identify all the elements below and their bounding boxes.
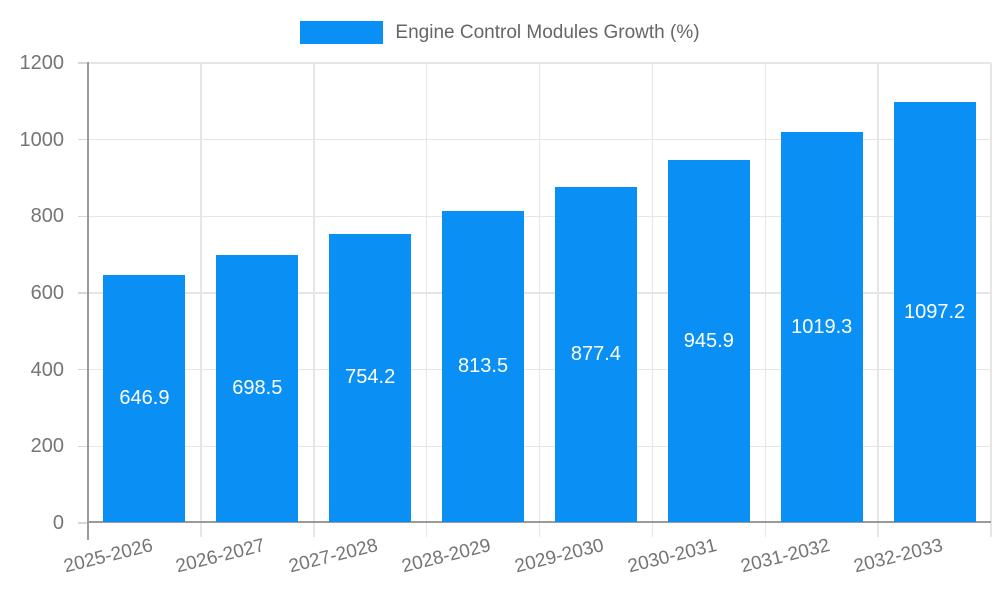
legend-swatch[interactable] [300, 20, 384, 44]
x-tick-label: 2028-2029 [399, 535, 494, 578]
y-axis-tick [78, 215, 88, 218]
x-tick-label: 2027-2028 [287, 535, 381, 578]
legend-label[interactable]: Engine Control Modules Growth (%) [395, 21, 700, 43]
y-tick-label: 400 [30, 358, 64, 381]
x-axis-line [88, 521, 991, 523]
y-tick-label: 1200 [19, 52, 65, 74]
y-axis-tick [78, 368, 88, 371]
bar[interactable]: 646.9 [103, 275, 186, 522]
y-tick-label: 600 [30, 282, 64, 304]
bar-value-label: 945.9 [683, 329, 734, 352]
bar-value-label: 877.4 [570, 342, 621, 365]
bar-value-label: 754.2 [345, 366, 396, 389]
x-tick-label: 2032-2033 [851, 535, 945, 578]
bar-value-label: 1097.2 [903, 300, 966, 323]
x-tick-label: 2030-2031 [625, 535, 719, 578]
gridline-vertical [538, 63, 541, 537]
plot-area: 0 200 400 600 800 1000 1200 646.9 2025-2026 698.5… [20, 52, 992, 577]
y-axis-tick [78, 522, 88, 524]
gridline-vertical [764, 63, 766, 537]
x-tick-label: 2026-2027 [174, 535, 268, 578]
bar[interactable]: 945.9 [667, 160, 750, 522]
bar-value-label: 646.9 [119, 387, 170, 409]
y-axis-line [87, 62, 89, 540]
legend: Engine Control Modules Growth (%) [0, 20, 1000, 44]
x-tick-label: 2029-2030 [512, 535, 607, 578]
gridline-vertical [990, 63, 992, 537]
gridline-vertical [651, 63, 654, 537]
bar-value-label: 698.5 [232, 377, 283, 400]
bar-value-label: 1019.3 [791, 315, 853, 338]
bar[interactable]: 813.5 [442, 211, 525, 522]
bar[interactable]: 877.4 [554, 186, 637, 522]
bar[interactable]: 1019.3 [780, 132, 863, 522]
y-tick-label: 0 [52, 512, 64, 534]
y-axis-tick [78, 292, 88, 294]
gridline-vertical [313, 63, 315, 537]
y-tick-label: 200 [30, 435, 64, 458]
gridline-vertical [425, 63, 428, 537]
y-tick-label: 1000 [19, 128, 65, 151]
y-axis-tick [78, 62, 88, 64]
bar-value-label: 813.5 [458, 355, 509, 378]
y-axis-tick [78, 138, 88, 141]
bar[interactable]: 698.5 [216, 255, 299, 522]
gridline-vertical [200, 63, 202, 537]
x-tick-label: 2031-2032 [738, 535, 832, 578]
bar[interactable]: 1097.2 [893, 102, 976, 522]
x-tick-label: 2025-2026 [61, 535, 155, 578]
bar[interactable]: 754.2 [329, 233, 412, 522]
y-axis-tick [78, 445, 88, 448]
y-tick-label: 800 [30, 205, 64, 228]
gridline-vertical [877, 63, 879, 537]
